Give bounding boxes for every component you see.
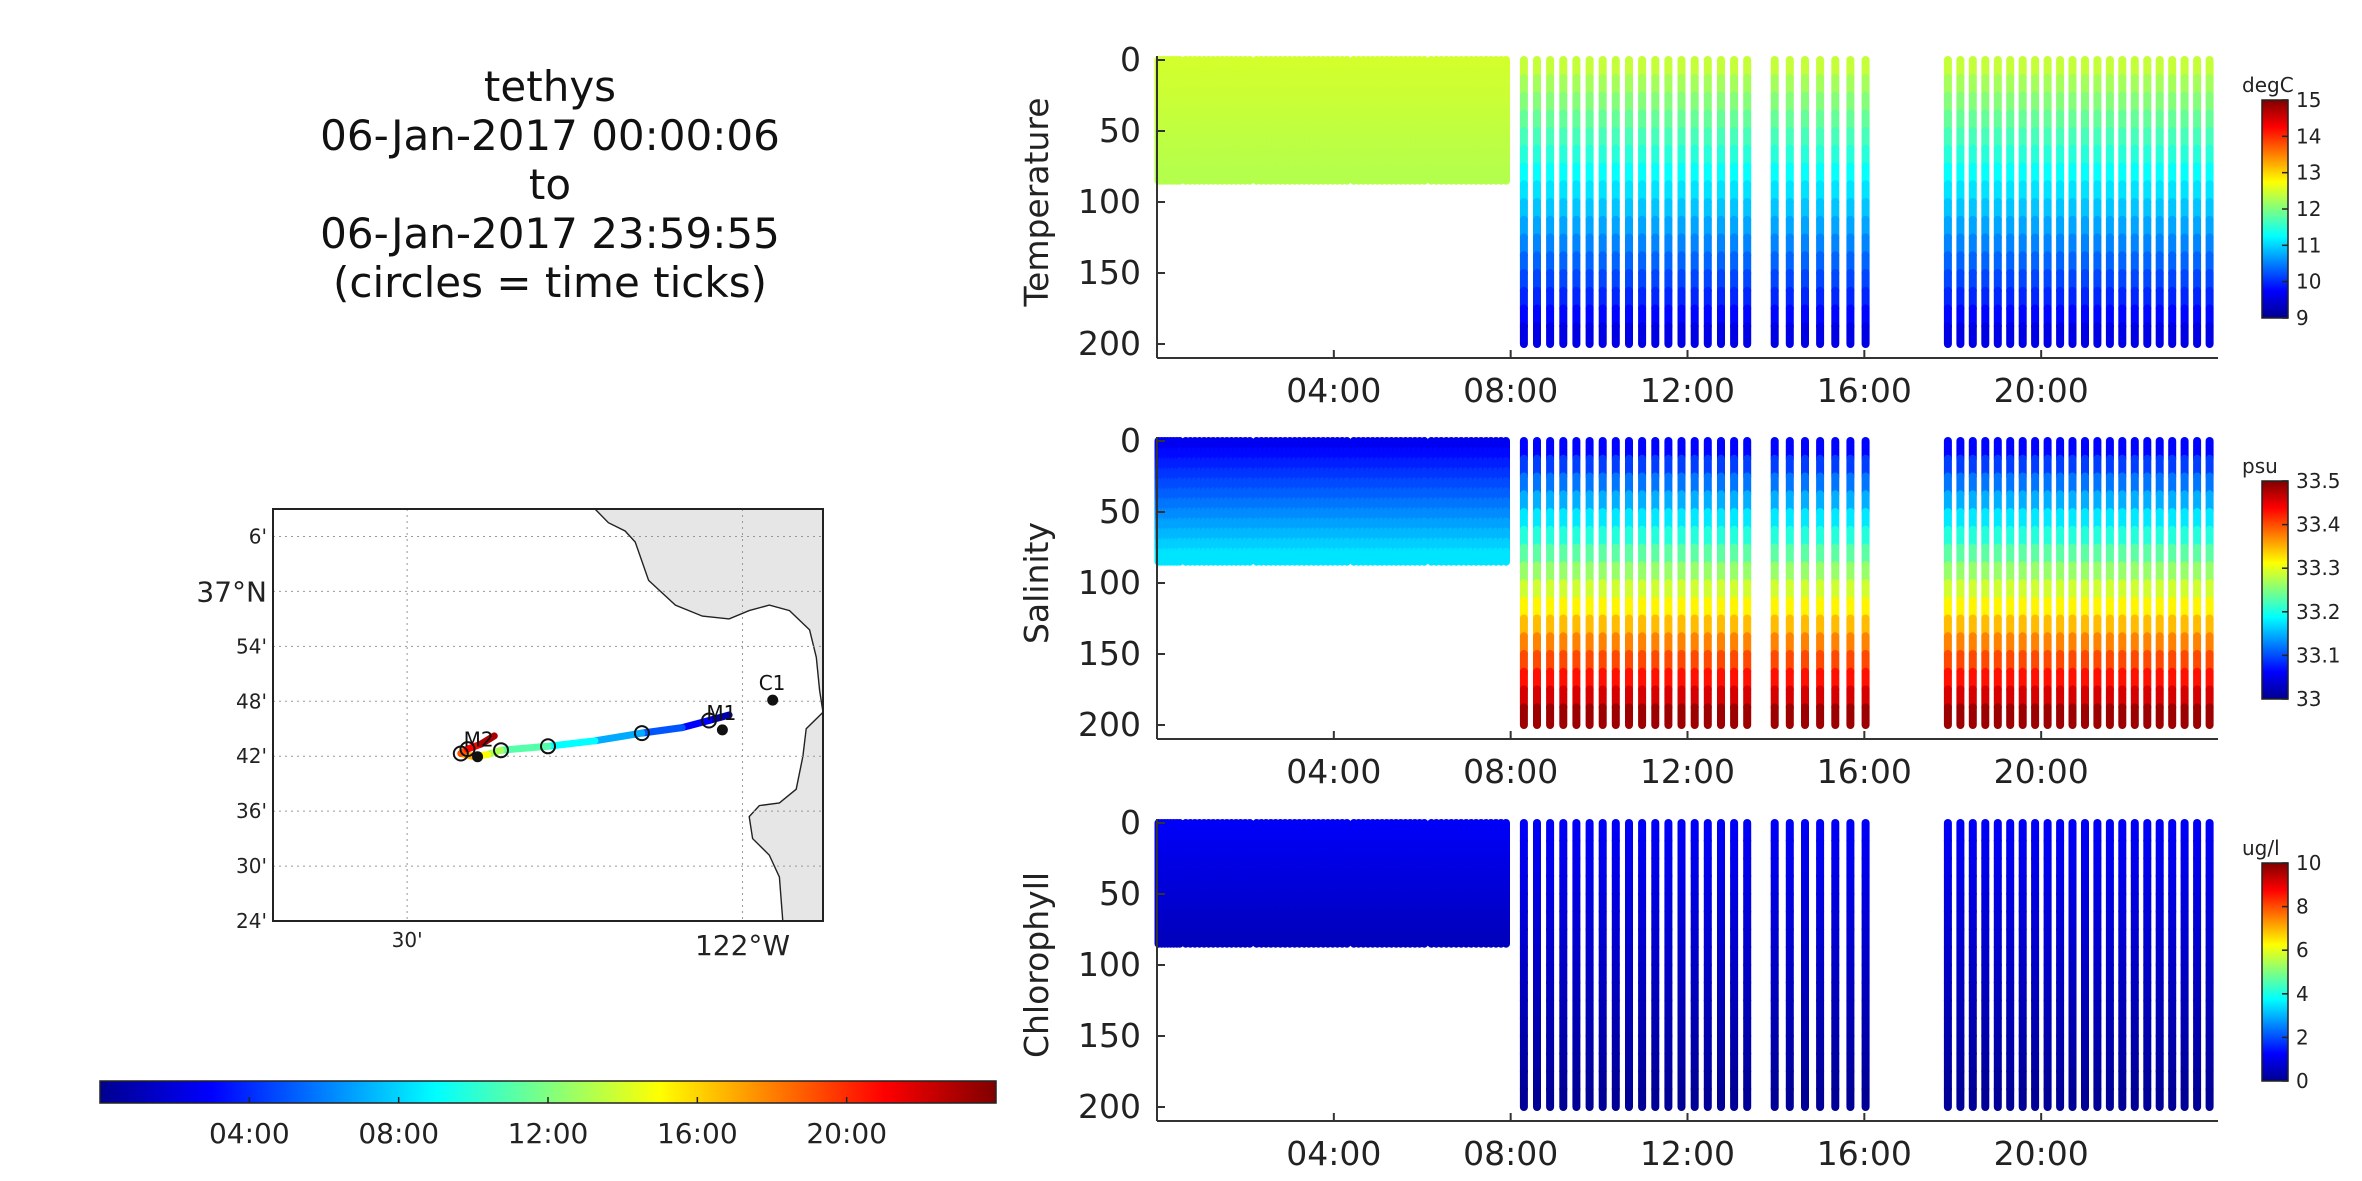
station-label: C1 xyxy=(759,671,786,695)
time-tick-circle xyxy=(493,742,509,759)
colorbar xyxy=(2261,480,2289,700)
land-area xyxy=(595,509,823,921)
lat-tick-label: 54' xyxy=(236,634,267,658)
lat-tick-label: 42' xyxy=(236,744,267,768)
station-marker xyxy=(767,694,779,706)
colorbar-tick-label: 33 xyxy=(2296,687,2321,711)
lat-tick-label: 30' xyxy=(236,854,267,878)
x-tick-label: 20:00 xyxy=(1994,371,2089,410)
colorbar-tick-label: 11 xyxy=(2296,233,2321,257)
colorbar-tick-label: 33.4 xyxy=(2296,513,2341,537)
coastline xyxy=(594,508,824,922)
y-axis-label: Temperature xyxy=(1017,97,1056,307)
colorbar-tick-label: 13 xyxy=(2296,161,2321,185)
colorbar-tick-label: 33.1 xyxy=(2296,643,2341,667)
time-tick-circle xyxy=(633,725,650,742)
track-segment xyxy=(477,732,498,748)
colorbar-tick-label: 33.5 xyxy=(2296,469,2341,493)
lon-tick-label: 122°W xyxy=(695,929,790,962)
y-tick-label: 50 xyxy=(1099,111,1141,150)
x-tick-label: 12:00 xyxy=(1640,371,1735,410)
y-tick-label: 0 xyxy=(1120,421,1141,460)
title-line-5: (circles = time ticks) xyxy=(333,258,767,307)
title-line-1: tethys xyxy=(483,62,617,111)
y-tick-label: 150 xyxy=(1078,634,1141,673)
station-marker xyxy=(716,724,728,736)
x-tick-label: 04:00 xyxy=(1286,752,1381,791)
station-label: M1 xyxy=(706,701,736,725)
y-tick-label: 0 xyxy=(1120,40,1141,79)
salinity-panel: 0 50 100 150 200 04:00 08:00 12:00 16:00 20:00 Sal… xyxy=(1017,421,2341,791)
x-tick-label: 04:00 xyxy=(1286,371,1381,410)
plot-title: tethys 06-Jan-2017 00:00:06 to 06-Jan-20… xyxy=(200,62,900,307)
station-marker xyxy=(472,751,484,763)
lat-tick-label: 24' xyxy=(236,909,267,933)
temperature-panel: 0 50 100 150 200 04:00 08:00 12:00 16:00 20:00 Tem… xyxy=(1017,40,2321,410)
map-frame xyxy=(272,508,824,922)
colorbar-unit: psu xyxy=(2242,454,2278,478)
lon-tick-label: 30' xyxy=(392,928,423,952)
colorbar-tick-label: 14 xyxy=(2296,124,2321,148)
y-tick-label: 100 xyxy=(1078,563,1141,602)
track-map: 6' 37°N 54' 48' 42' 36' 30' 24' 30' 122°W C1 M1 M2 xyxy=(196,508,824,962)
colorbar-tick-label: 12 xyxy=(2296,197,2321,221)
x-tick-label: 12:00 xyxy=(1640,752,1735,791)
lat-tick-label: 36' xyxy=(236,799,267,823)
title-line-3: to xyxy=(528,160,572,209)
colorbar-tick-label: 33.2 xyxy=(2296,600,2341,624)
lat-tick-label: 48' xyxy=(236,689,267,713)
x-tick-label: 20:00 xyxy=(1994,752,2089,791)
x-tick-label: 08:00 xyxy=(1463,371,1558,410)
track-segment xyxy=(678,717,713,732)
time-tick-circle xyxy=(459,741,476,758)
x-tick-label: 16:00 xyxy=(1817,371,1912,410)
colorbar-tick-label: 9 xyxy=(2296,306,2309,330)
colorbar-unit: degC xyxy=(2242,73,2294,97)
time-tick-circle xyxy=(701,712,717,729)
y-tick-label: 200 xyxy=(1078,324,1141,363)
title-line-2: 06-Jan-2017 00:00:06 xyxy=(320,111,780,160)
colorbar-tick-label: 10 xyxy=(2296,270,2321,294)
y-axis-label: Salinity xyxy=(1017,522,1056,644)
station-label: M2 xyxy=(464,728,494,752)
y-tick-label: 50 xyxy=(1099,492,1141,531)
x-tick-label: 08:00 xyxy=(1463,752,1558,791)
y-tick-label: 200 xyxy=(1078,705,1141,744)
title-line-4: 06-Jan-2017 23:59:55 xyxy=(320,209,780,258)
lat-tick-label: 37°N xyxy=(196,575,267,608)
colorbar-tick-label: 15 xyxy=(2296,88,2321,112)
time-tick-circle xyxy=(540,738,556,755)
y-tick-label: 100 xyxy=(1078,182,1141,221)
colorbar-tick-label: 33.3 xyxy=(2296,556,2341,580)
x-tick-label: 16:00 xyxy=(1817,752,1912,791)
lat-tick-label: 6' xyxy=(249,524,267,548)
y-tick-label: 150 xyxy=(1078,253,1141,292)
